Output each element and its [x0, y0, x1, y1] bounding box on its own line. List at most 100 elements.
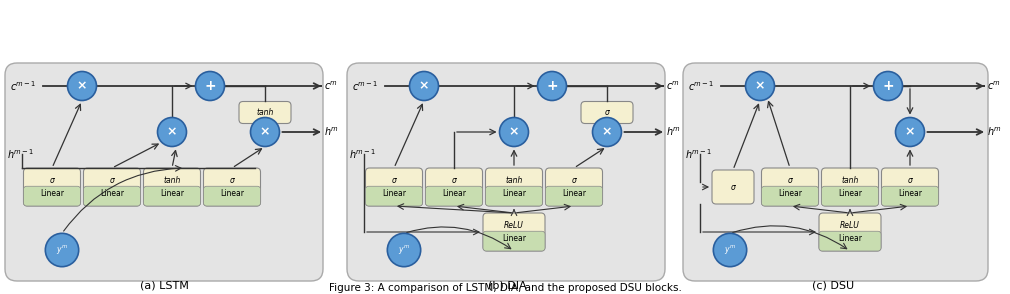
Circle shape	[745, 71, 775, 101]
Text: Linear: Linear	[160, 189, 184, 198]
Text: Linear: Linear	[562, 189, 586, 198]
FancyBboxPatch shape	[203, 168, 261, 206]
FancyBboxPatch shape	[23, 186, 81, 206]
Text: $h^{m}$: $h^{m}$	[666, 126, 681, 138]
Text: Linear: Linear	[838, 189, 862, 198]
Text: $h^{m}$: $h^{m}$	[987, 126, 1002, 138]
Text: ×: ×	[509, 126, 519, 138]
Text: Linear: Linear	[40, 189, 64, 198]
FancyBboxPatch shape	[712, 170, 754, 204]
Text: tanh: tanh	[257, 108, 274, 117]
FancyBboxPatch shape	[821, 168, 879, 206]
FancyBboxPatch shape	[821, 186, 879, 206]
Text: σ: σ	[49, 176, 55, 185]
Text: σ: σ	[451, 176, 457, 185]
FancyBboxPatch shape	[425, 186, 483, 206]
Text: Linear: Linear	[100, 189, 124, 198]
Text: $c^{m-1}$: $c^{m-1}$	[10, 79, 36, 93]
Text: ×: ×	[754, 79, 766, 93]
FancyBboxPatch shape	[143, 186, 201, 206]
Text: +: +	[882, 79, 894, 93]
FancyBboxPatch shape	[683, 63, 988, 281]
FancyBboxPatch shape	[23, 168, 81, 206]
Text: ×: ×	[905, 126, 915, 138]
Text: $c^{m}$: $c^{m}$	[987, 80, 1001, 92]
Text: σ: σ	[572, 176, 577, 185]
FancyBboxPatch shape	[366, 186, 422, 206]
Text: Linear: Linear	[502, 189, 526, 198]
Text: Linear: Linear	[502, 234, 526, 243]
FancyBboxPatch shape	[483, 231, 545, 251]
Text: Linear: Linear	[838, 234, 862, 243]
Text: (c) DSU: (c) DSU	[812, 281, 854, 291]
Text: $y^m$: $y^m$	[724, 243, 736, 256]
FancyBboxPatch shape	[486, 186, 542, 206]
Text: tanh: tanh	[164, 176, 181, 185]
Text: $h^{m-1}$: $h^{m-1}$	[7, 147, 34, 161]
FancyBboxPatch shape	[819, 231, 881, 251]
Text: σ: σ	[788, 176, 793, 185]
FancyBboxPatch shape	[425, 168, 483, 206]
Text: tanh: tanh	[841, 176, 858, 185]
Text: ×: ×	[260, 126, 271, 138]
Circle shape	[68, 71, 97, 101]
FancyBboxPatch shape	[486, 168, 542, 206]
Text: $y^m$: $y^m$	[56, 243, 68, 256]
FancyBboxPatch shape	[762, 186, 818, 206]
Circle shape	[158, 118, 187, 146]
FancyBboxPatch shape	[545, 168, 603, 206]
Circle shape	[409, 71, 438, 101]
Text: ×: ×	[77, 79, 87, 93]
Circle shape	[500, 118, 528, 146]
Circle shape	[874, 71, 903, 101]
Text: σ: σ	[908, 176, 912, 185]
Text: $h^{m}$: $h^{m}$	[324, 126, 339, 138]
Text: +: +	[204, 79, 216, 93]
Text: Linear: Linear	[898, 189, 922, 198]
Text: ×: ×	[419, 79, 429, 93]
FancyBboxPatch shape	[239, 101, 291, 123]
Circle shape	[196, 71, 224, 101]
FancyBboxPatch shape	[347, 63, 665, 281]
Circle shape	[250, 118, 280, 146]
Text: (a) LSTM: (a) LSTM	[139, 281, 189, 291]
FancyBboxPatch shape	[762, 168, 818, 206]
Text: ReLU: ReLU	[840, 221, 860, 230]
Circle shape	[713, 233, 746, 267]
Text: Linear: Linear	[220, 189, 244, 198]
Text: σ: σ	[605, 108, 609, 117]
Text: σ: σ	[392, 176, 397, 185]
Text: $y^m$: $y^m$	[398, 243, 410, 256]
Text: σ: σ	[109, 176, 114, 185]
Circle shape	[896, 118, 924, 146]
Text: $c^{m}$: $c^{m}$	[666, 80, 680, 92]
Text: tanh: tanh	[505, 176, 523, 185]
Text: Linear: Linear	[442, 189, 466, 198]
Text: σ: σ	[229, 176, 234, 185]
Text: σ: σ	[730, 183, 735, 191]
FancyBboxPatch shape	[5, 63, 323, 281]
Text: $h^{m-1}$: $h^{m-1}$	[685, 147, 713, 161]
FancyBboxPatch shape	[84, 186, 140, 206]
Circle shape	[593, 118, 621, 146]
Text: ReLU: ReLU	[504, 221, 524, 230]
FancyBboxPatch shape	[882, 186, 938, 206]
Circle shape	[387, 233, 421, 267]
Text: (b) DIA: (b) DIA	[488, 281, 526, 291]
FancyBboxPatch shape	[483, 213, 545, 251]
FancyBboxPatch shape	[581, 101, 633, 123]
FancyBboxPatch shape	[203, 186, 261, 206]
FancyBboxPatch shape	[819, 213, 881, 251]
Circle shape	[45, 233, 79, 267]
FancyBboxPatch shape	[545, 186, 603, 206]
Text: ×: ×	[167, 126, 177, 138]
Circle shape	[537, 71, 567, 101]
FancyBboxPatch shape	[882, 168, 938, 206]
Text: Figure 3: A comparison of LSTM, DIA, and the proposed DSU blocks.: Figure 3: A comparison of LSTM, DIA, and…	[328, 283, 682, 293]
Text: $c^{m}$: $c^{m}$	[324, 80, 338, 92]
Text: Linear: Linear	[778, 189, 802, 198]
Text: $c^{m-1}$: $c^{m-1}$	[352, 79, 379, 93]
Text: +: +	[546, 79, 558, 93]
FancyBboxPatch shape	[143, 168, 201, 206]
FancyBboxPatch shape	[366, 168, 422, 206]
